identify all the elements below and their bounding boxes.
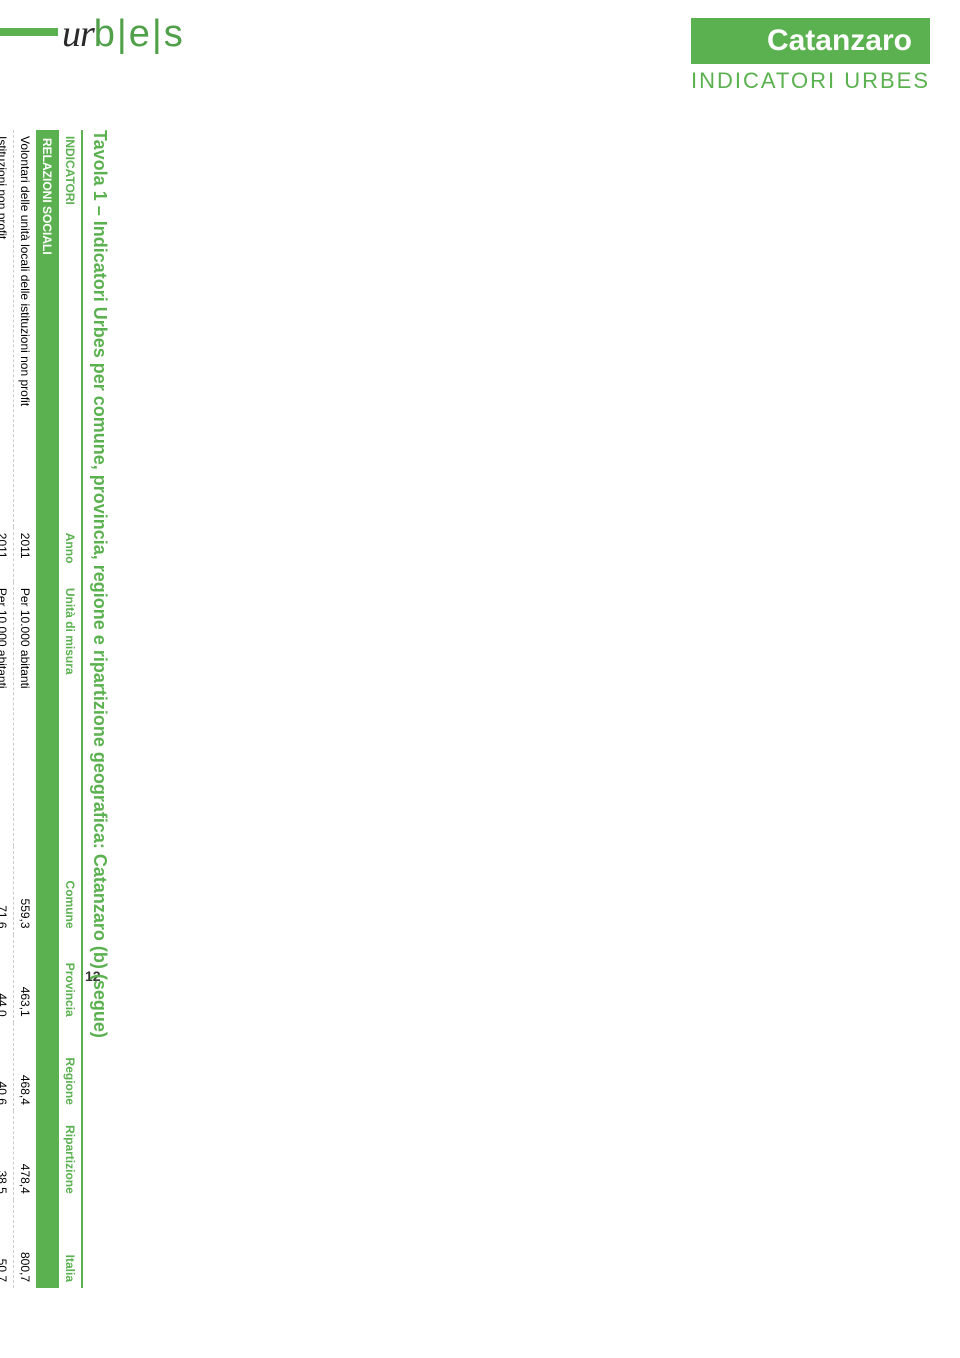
cell-value: 71,6 [0,846,14,934]
cell-value: 38,5 [0,1111,14,1200]
cell-value: 478,4 [14,1111,37,1200]
top-accent-bar [0,28,58,36]
col-header-italia: Italia [59,1200,83,1288]
cell-value: 40,6 [0,1023,14,1111]
table-container: Tavola 1 – Indicatori Urbes per comune, … [0,130,110,1288]
cell-value: 468,4 [14,1023,37,1111]
cell-value: 50,7 [0,1200,14,1288]
table-header-row: INDICATORI Anno Unità di misura Comune P… [59,130,83,1288]
cell-indicator: Volontari delle unità locali delle istit… [14,130,37,527]
table-row: Istituzioni non profit2011Per 10.000 abi… [0,130,14,1288]
col-header-unita: Unità di misura [59,582,83,847]
header-right: Catanzaro INDICATORI URBES [691,18,930,94]
logo: urb|e|s [62,12,185,56]
cell-value: 44,0 [0,935,14,1023]
cell-value: 800,7 [14,1200,37,1288]
col-header-provincia: Provincia [59,935,83,1023]
col-header-ripartizione: Ripartizione [59,1111,83,1200]
table-row: Volontari delle unità locali delle istit… [14,130,37,1288]
cell-value: 559,3 [14,846,37,934]
cell-unit: Per 10.000 abitanti [14,582,37,847]
col-header-indicatori: INDICATORI [59,130,83,527]
cell-anno: 2011 [0,527,14,582]
cell-unit: Per 10.000 abitanti [0,582,14,847]
logo-ur: ur [62,13,94,55]
col-header-anno: Anno [59,527,83,582]
col-header-comune: Comune [59,846,83,934]
table-title: Tavola 1 – Indicatori Urbes per comune, … [89,130,110,1288]
header-subtitle: INDICATORI URBES [691,68,930,94]
header-city: Catanzaro [691,18,930,64]
cell-indicator: Istituzioni non profit [0,130,14,527]
cell-value: 463,1 [14,935,37,1023]
col-header-regione: Regione [59,1023,83,1111]
section-header: RELAZIONI SOCIALI [36,130,59,1288]
data-table: INDICATORI Anno Unità di misura Comune P… [0,130,83,1288]
section-label: RELAZIONI SOCIALI [36,130,59,1288]
logo-bes: b|e|s [94,13,185,55]
cell-anno: 2011 [14,527,37,582]
